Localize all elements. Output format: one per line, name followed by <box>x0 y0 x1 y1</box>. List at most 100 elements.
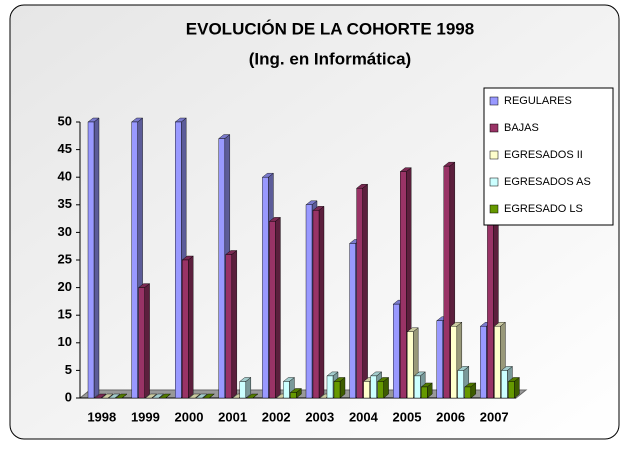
x-tick-label: 2003 <box>305 409 334 424</box>
y-tick-label: 0 <box>65 389 72 404</box>
y-tick-label: 25 <box>58 251 72 266</box>
bar-top <box>188 393 201 399</box>
y-tick-label: 45 <box>58 141 72 156</box>
y-tick-label: 10 <box>58 334 72 349</box>
legend-swatch <box>489 177 499 187</box>
bar <box>450 326 457 399</box>
bar <box>349 243 356 399</box>
legend-label: EGRESADOS II <box>504 149 583 161</box>
bar <box>326 375 334 399</box>
bar-top <box>152 393 165 399</box>
bar <box>407 331 414 399</box>
bar-group <box>108 393 121 399</box>
legend-box <box>483 87 614 226</box>
x-tick-label: 2000 <box>175 409 204 424</box>
bar <box>356 188 363 399</box>
bar-side <box>362 183 368 399</box>
bar-group <box>289 388 302 399</box>
bar-group <box>225 250 238 399</box>
y-tick-label: 15 <box>58 307 72 322</box>
x-tick-label: 2006 <box>436 409 465 424</box>
bar-group <box>138 283 151 399</box>
legend-label: EGRESADOS AS <box>504 176 591 188</box>
bar <box>508 381 515 399</box>
legend-label: BAJAS <box>504 122 539 134</box>
bar <box>305 204 313 399</box>
bar <box>393 303 400 399</box>
bar <box>262 176 269 399</box>
bar-top <box>115 393 128 399</box>
bar-top <box>195 393 208 399</box>
chart-title: EVOLUCIÓN DE LA COHORTE 1998 <box>186 19 474 38</box>
bar-top <box>202 393 215 399</box>
bar <box>436 320 443 399</box>
bar <box>174 121 182 399</box>
x-tick-label: 2001 <box>218 409 247 424</box>
chart-subtitle: (Ing. en Informática) <box>249 49 411 68</box>
y-tick-label: 35 <box>58 196 72 211</box>
bar <box>239 381 247 399</box>
bar-group <box>246 393 259 399</box>
bar <box>377 381 384 399</box>
bar <box>443 165 450 399</box>
bar-top <box>246 393 259 399</box>
legend-label: REGULARES <box>504 95 572 107</box>
bar-group <box>507 377 520 399</box>
bar <box>218 138 226 399</box>
bar <box>457 370 464 399</box>
bar-group <box>101 393 114 399</box>
bar <box>181 259 189 399</box>
x-tick-label: 2007 <box>480 409 509 424</box>
x-tick-label: 2004 <box>349 409 379 424</box>
y-tick-label: 20 <box>58 279 72 294</box>
legend-swatch <box>489 123 499 133</box>
bar-side <box>93 117 100 399</box>
bar-group <box>181 255 194 399</box>
bar-group <box>145 393 158 399</box>
bar <box>370 375 377 399</box>
bar-group <box>87 117 100 399</box>
bar <box>494 326 501 399</box>
bar-group <box>356 183 369 399</box>
plot-area: 0 5 10 15 20 25 30 35 40 45 50 1998 1999 2000 2001 2002… <box>58 113 528 424</box>
bar <box>421 386 428 399</box>
bar-side <box>275 216 281 399</box>
bar-group <box>268 216 281 399</box>
bar-top <box>101 393 114 399</box>
legend-swatch <box>489 150 499 160</box>
x-tick-label: 2002 <box>262 409 291 424</box>
x-tick-label: 2005 <box>393 409 422 424</box>
bar <box>138 287 145 399</box>
legend-label: EGRESADO LS <box>504 203 583 215</box>
bar-side <box>187 255 194 399</box>
x-tick-label: 1998 <box>87 409 116 424</box>
legend-swatch <box>489 96 499 106</box>
bar-group <box>239 377 252 399</box>
y-tick-label: 5 <box>65 362 72 377</box>
bar <box>501 370 508 399</box>
bar <box>363 381 370 399</box>
bar-side <box>144 283 150 399</box>
bar <box>480 326 487 399</box>
bar-group <box>159 393 172 399</box>
bar-group <box>94 393 107 399</box>
bar-side <box>318 205 325 399</box>
bar-group <box>377 377 390 399</box>
bar <box>131 121 138 399</box>
bar <box>333 381 341 399</box>
bar-top <box>108 393 121 399</box>
x-tick-label: 1999 <box>131 409 160 424</box>
y-tick-label: 30 <box>58 224 72 239</box>
bar-top <box>145 393 158 399</box>
bar-top <box>159 393 172 399</box>
legend: REGULARES BAJAS EGRESADOS II EGRESADOS AS EG… <box>483 87 614 226</box>
legend-swatch <box>489 204 499 214</box>
bar <box>464 386 471 399</box>
bar-group <box>195 393 208 399</box>
bar-side <box>231 250 238 399</box>
bar <box>225 254 233 399</box>
bar <box>400 171 407 399</box>
bar-group <box>312 205 325 399</box>
y-tick-label: 40 <box>58 169 72 184</box>
